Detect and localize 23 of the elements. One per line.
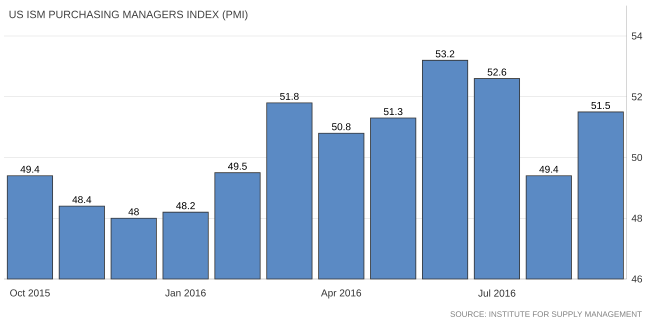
data-label: 49.5 bbox=[228, 162, 247, 170]
x-tick-label: Apr 2016 bbox=[321, 289, 362, 298]
y-tick-label: 54 bbox=[632, 32, 642, 40]
data-label: 52.6 bbox=[488, 68, 506, 76]
data-label: 49.4 bbox=[20, 166, 40, 173]
y-tick-label: 50 bbox=[632, 154, 642, 162]
chart-title: US ISM PURCHASING MANAGERS INDEX (PMI) bbox=[10, 10, 248, 20]
x-tick-label: Jan 2016 bbox=[165, 289, 206, 296]
y-tick-label: 48 bbox=[632, 214, 642, 222]
y-tick-label: 52 bbox=[632, 93, 642, 100]
x-tick-label: Oct 2015 bbox=[10, 289, 50, 296]
data-label: 53.2 bbox=[436, 50, 454, 58]
source-note: SOURCE: INSTITUTE FOR SUPPLY MANAGEMENT bbox=[450, 311, 642, 317]
data-label: 48.4 bbox=[72, 196, 92, 204]
x-tick-label: Jul 2016 bbox=[478, 289, 516, 297]
data-label: 49.4 bbox=[539, 166, 558, 173]
data-label: 48 bbox=[128, 208, 139, 216]
data-label: 51.3 bbox=[384, 108, 402, 116]
y-tick-label: 46 bbox=[632, 275, 642, 283]
data-label: 51.8 bbox=[280, 92, 299, 100]
data-label: 51.5 bbox=[591, 102, 610, 110]
data-label: 50.8 bbox=[332, 123, 351, 130]
data-label: 48.2 bbox=[176, 202, 195, 210]
